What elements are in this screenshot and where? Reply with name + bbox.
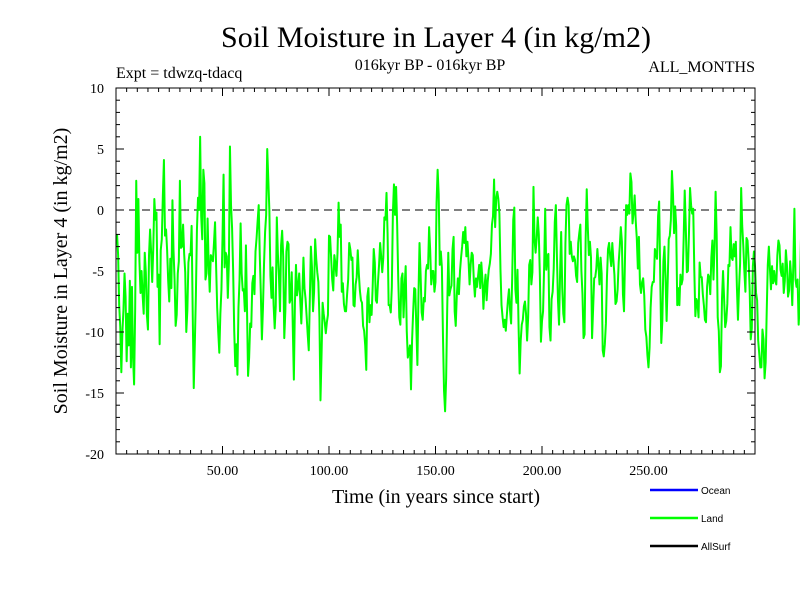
- x-tick-label: 50.00: [207, 464, 239, 479]
- legend: Ocean Land AllSurf: [650, 486, 731, 553]
- plot-area: -20 -15 -10 -5 0 5 10 50.00 100.00 150.00 200.00 25…: [85, 82, 800, 479]
- y-axis-label: Soil Moisture in Layer 4 (in kg/m2): [50, 128, 72, 415]
- y-tick-label: -15: [85, 387, 104, 402]
- series-line-land: [116, 135, 800, 413]
- x-tick-label: 100.00: [310, 464, 349, 479]
- legend-label-ocean: Ocean: [701, 486, 730, 497]
- y-tick-label: -5: [92, 265, 104, 280]
- x-tick-label: 200.00: [523, 464, 562, 479]
- x-axis-label: Time (in years since start): [332, 486, 540, 508]
- legend-label-allsurf: AllSurf: [701, 542, 731, 553]
- months-label: ALL_MONTHS: [648, 59, 755, 76]
- x-tick-label: 150.00: [416, 464, 455, 479]
- period-label: 016kyr BP - 016kyr BP: [355, 57, 506, 74]
- y-tick-label: 5: [97, 143, 104, 158]
- x-tick-label: 250.00: [629, 464, 668, 479]
- y-tick-label: 10: [90, 82, 104, 97]
- y-tick-label: 0: [97, 204, 104, 219]
- legend-label-land: Land: [701, 514, 723, 525]
- y-tick-label: -20: [85, 448, 104, 463]
- experiment-label: Expt = tdwzq-tdacq: [116, 65, 242, 82]
- y-tick-label: -10: [85, 326, 104, 341]
- plot-frame: [115, 87, 756, 455]
- chart-title: Soil Moisture in Layer 4 (in kg/m2): [221, 21, 651, 54]
